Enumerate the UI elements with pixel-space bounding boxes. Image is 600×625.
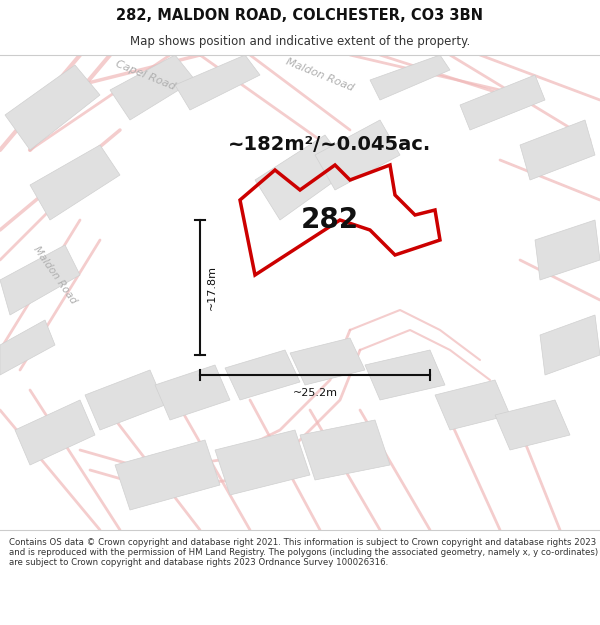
Text: Capel Road: Capel Road xyxy=(113,58,176,92)
Polygon shape xyxy=(535,220,600,280)
Polygon shape xyxy=(0,245,80,315)
Text: Maldon Road: Maldon Road xyxy=(31,244,79,306)
Polygon shape xyxy=(435,380,510,430)
Polygon shape xyxy=(175,55,260,110)
Text: ~182m²/~0.045ac.: ~182m²/~0.045ac. xyxy=(229,136,431,154)
Polygon shape xyxy=(370,55,450,100)
Polygon shape xyxy=(85,370,165,430)
Polygon shape xyxy=(495,400,570,450)
Polygon shape xyxy=(155,365,230,420)
Text: Map shows position and indicative extent of the property.: Map shows position and indicative extent… xyxy=(130,35,470,48)
Text: Maldon Road: Maldon Road xyxy=(284,57,355,93)
Polygon shape xyxy=(460,75,545,130)
Polygon shape xyxy=(520,120,595,180)
Polygon shape xyxy=(255,135,350,220)
Polygon shape xyxy=(290,338,365,385)
Polygon shape xyxy=(215,430,310,495)
Polygon shape xyxy=(110,55,195,120)
Polygon shape xyxy=(365,350,445,400)
Text: ~25.2m: ~25.2m xyxy=(293,388,337,398)
Polygon shape xyxy=(540,315,600,375)
Text: Contains OS data © Crown copyright and database right 2021. This information is : Contains OS data © Crown copyright and d… xyxy=(9,538,598,568)
Polygon shape xyxy=(30,145,120,220)
Text: 282, MALDON ROAD, COLCHESTER, CO3 3BN: 282, MALDON ROAD, COLCHESTER, CO3 3BN xyxy=(116,8,484,23)
Polygon shape xyxy=(315,120,400,190)
Polygon shape xyxy=(115,440,220,510)
Text: ~17.8m: ~17.8m xyxy=(207,265,217,310)
Polygon shape xyxy=(5,65,100,150)
Polygon shape xyxy=(300,420,390,480)
Polygon shape xyxy=(0,320,55,375)
Polygon shape xyxy=(15,400,95,465)
Polygon shape xyxy=(225,350,300,400)
Text: 282: 282 xyxy=(301,206,359,234)
